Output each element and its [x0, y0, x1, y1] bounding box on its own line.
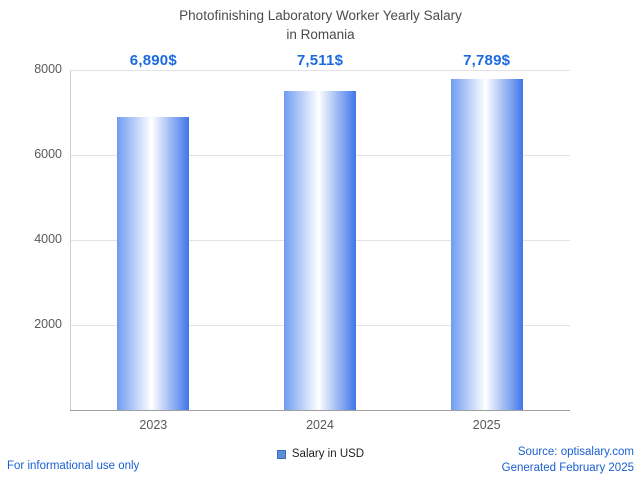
y-tick-label: 2000: [34, 317, 62, 331]
y-tick-label: 8000: [34, 62, 62, 76]
gridline: [70, 70, 570, 71]
chart-title-line2: in Romania: [286, 27, 355, 42]
y-tick-label: 4000: [34, 232, 62, 246]
bar: [117, 117, 190, 410]
generated-text: Generated February 2025: [501, 462, 634, 474]
bar: [284, 90, 356, 410]
x-tick-label: 2023: [139, 418, 168, 432]
x-tick-label: 2025: [472, 418, 501, 432]
x-tick-label: 2024: [306, 418, 334, 432]
legend: Salary in USD: [0, 448, 641, 460]
y-axis-line: [70, 70, 71, 410]
disclaimer-text: For informational use only: [7, 460, 140, 472]
legend-label: Salary in USD: [291, 448, 365, 460]
chart-title-line1: Photofinishing Laboratory Worker Yearly …: [179, 8, 462, 23]
bar-value-label: 6,890$: [129, 52, 177, 69]
footer-source-block: Source: optisalary.com Generated Februar…: [502, 444, 634, 476]
bar-value-label: 7,789$: [463, 52, 511, 69]
chart-title: Photofinishing Laboratory Worker Yearly …: [0, 6, 641, 44]
y-tick-label: 6000: [34, 147, 62, 161]
x-axis-line: [70, 410, 570, 411]
source-link[interactable]: Source: optisalary.com: [517, 446, 634, 458]
bar-value-label: 7,511$: [296, 52, 344, 69]
bar: [450, 78, 523, 410]
legend-swatch-icon: [276, 449, 286, 459]
